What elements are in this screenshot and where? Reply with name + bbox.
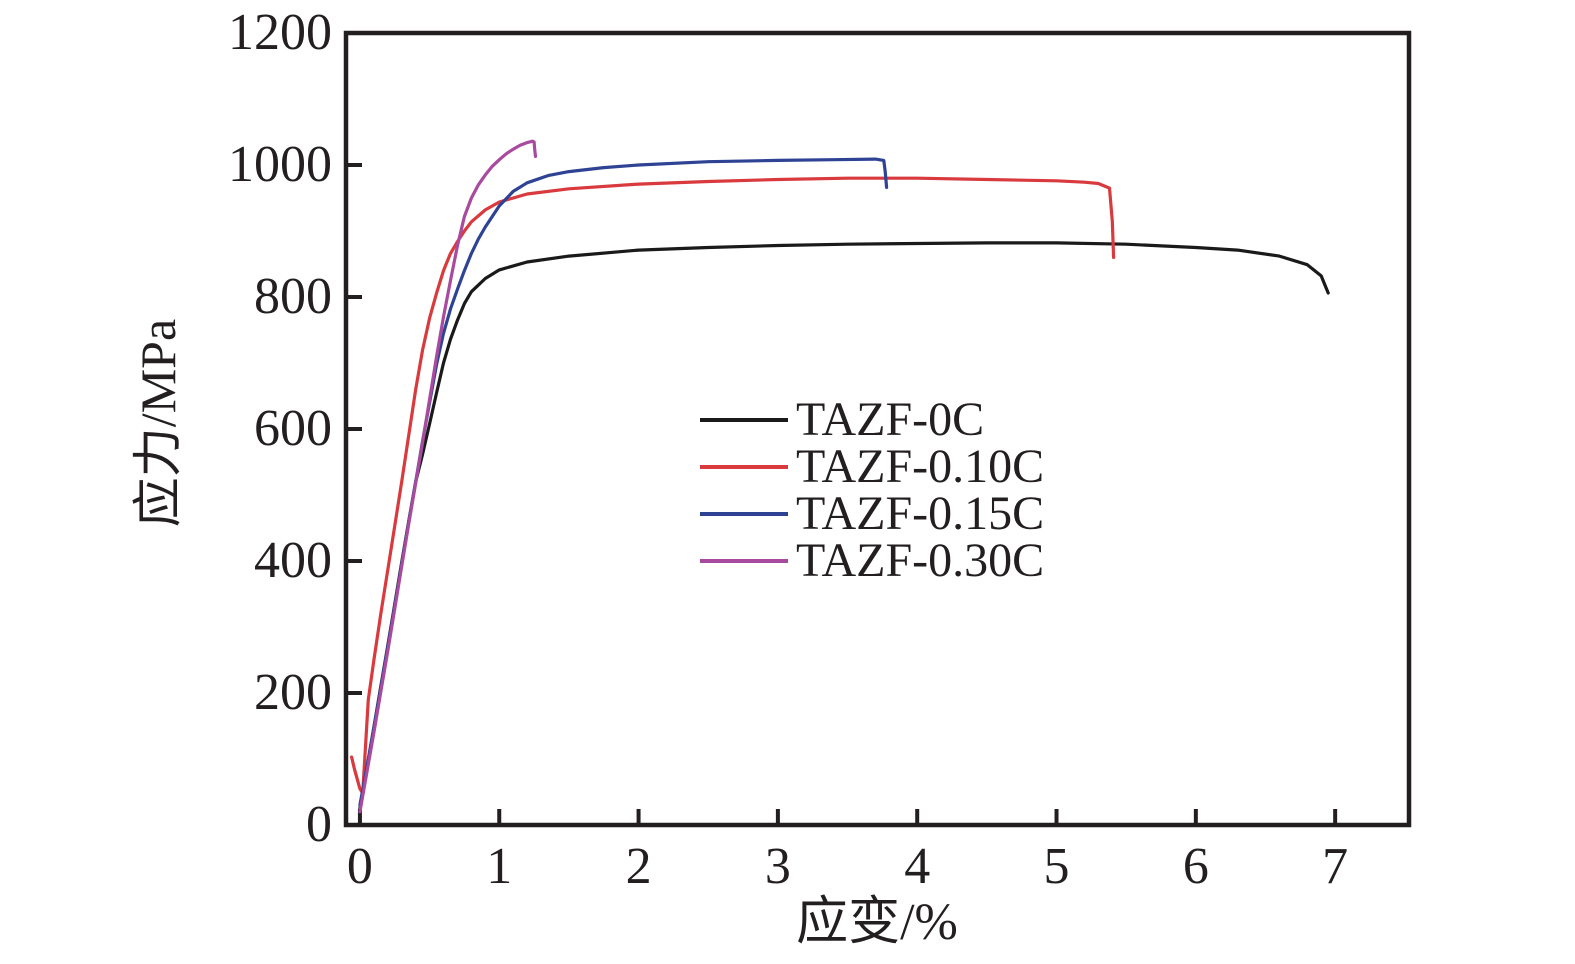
y-tick-label: 1200 xyxy=(228,4,332,61)
legend-label: TAZF-0.10C xyxy=(796,440,1045,493)
y-tick-label: 200 xyxy=(254,664,332,721)
legend-line-swatch xyxy=(700,511,788,516)
legend-item-tazf-0-10c: TAZF-0.10C xyxy=(700,440,1045,493)
y-tick-label: 0 xyxy=(306,796,332,853)
legend-label: TAZF-0.30C xyxy=(796,534,1045,587)
x-axis-title: 应变/% xyxy=(796,894,958,951)
x-tick-label: 5 xyxy=(1043,838,1070,895)
x-tick-label: 4 xyxy=(904,838,931,895)
y-tick-label: 800 xyxy=(254,268,332,325)
curve-tazf-0-10c xyxy=(350,176,1116,795)
legend-item-tazf-0-15c: TAZF-0.15C xyxy=(700,487,1045,540)
legend-line-swatch xyxy=(700,464,788,469)
legend-line-swatch xyxy=(700,417,788,422)
x-tick-label: 7 xyxy=(1322,838,1349,895)
y-tick-label: 1000 xyxy=(228,136,332,193)
x-tick-label: 6 xyxy=(1182,838,1209,895)
x-tick-label: 2 xyxy=(625,838,652,895)
x-tick-label: 1 xyxy=(486,838,513,895)
legend: TAZF-0C TAZF-0.10C TAZF-0.15C TAZF-0.30C xyxy=(700,393,1045,587)
legend-item-tazf-0-30c: TAZF-0.30C xyxy=(700,534,1045,587)
legend-label: TAZF-0C xyxy=(796,393,985,446)
legend-line-swatch xyxy=(700,558,788,563)
legend-item-tazf-0c: TAZF-0C xyxy=(700,393,1044,446)
legend-label: TAZF-0.15C xyxy=(796,487,1045,540)
y-tick-label: 600 xyxy=(254,400,332,457)
x-tick-label: 3 xyxy=(764,838,791,895)
y-tick-label: 400 xyxy=(254,532,332,589)
y-axis-title: 应力/MPa xyxy=(130,318,186,528)
x-tick-label: 0 xyxy=(346,838,373,895)
curve-tazf-0-30c xyxy=(358,139,538,814)
